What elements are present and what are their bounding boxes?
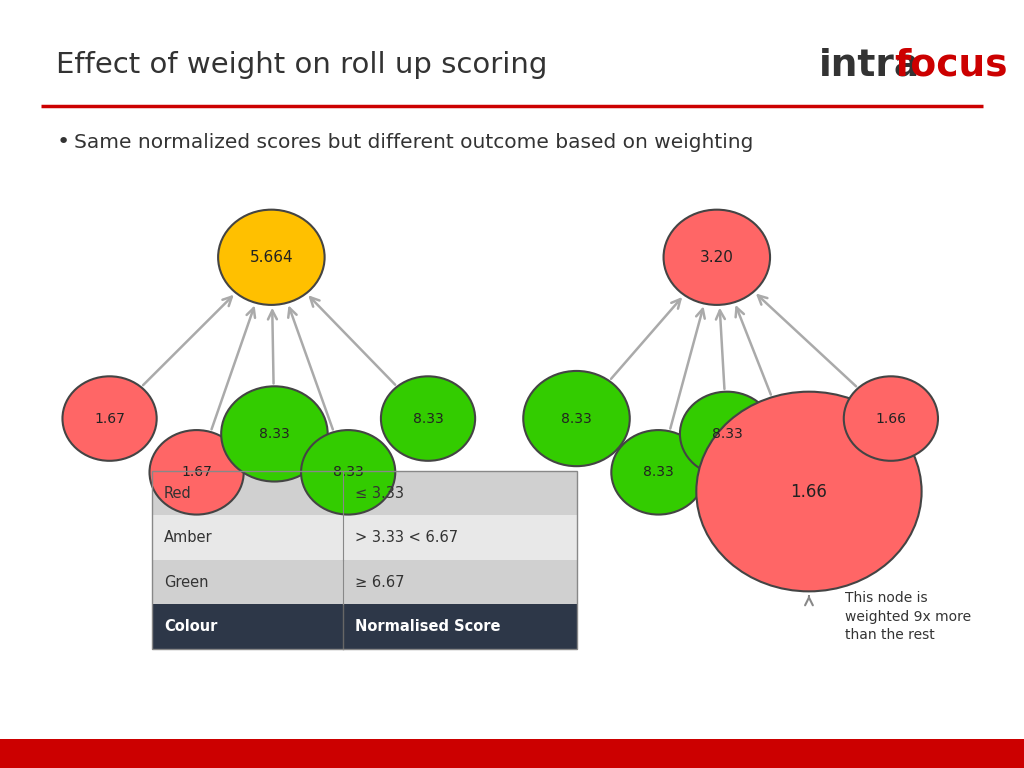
Text: Effect of weight on roll up scoring: Effect of weight on roll up scoring [56,51,548,79]
Text: 1.67: 1.67 [181,465,212,479]
Ellipse shape [664,210,770,305]
Ellipse shape [523,371,630,466]
Text: ≤ 3.33: ≤ 3.33 [355,485,404,501]
Text: ≥ 6.67: ≥ 6.67 [355,574,404,590]
FancyBboxPatch shape [152,560,577,604]
Text: 3.20: 3.20 [699,250,734,265]
Text: 1.66: 1.66 [876,412,906,425]
Ellipse shape [62,376,157,461]
Text: Amber: Amber [164,530,212,545]
Text: Colour: Colour [164,619,217,634]
Text: Green: Green [164,574,208,590]
Text: focus: focus [894,48,1008,83]
Ellipse shape [150,430,244,515]
Text: 8.33: 8.33 [333,465,364,479]
Text: •: • [56,132,70,152]
Text: Same normalized scores but different outcome based on weighting: Same normalized scores but different out… [74,133,753,151]
FancyBboxPatch shape [152,604,577,649]
Text: This node is
weighted 9x more
than the rest: This node is weighted 9x more than the r… [845,591,971,642]
Ellipse shape [696,392,922,591]
Text: 1.66: 1.66 [791,482,827,501]
Text: 8.33: 8.33 [413,412,443,425]
Ellipse shape [381,376,475,461]
Text: intra: intra [819,48,921,83]
FancyBboxPatch shape [152,471,577,515]
Ellipse shape [301,430,395,515]
Text: 8.33: 8.33 [712,427,742,441]
Text: 8.33: 8.33 [643,465,674,479]
Ellipse shape [611,430,706,515]
Ellipse shape [680,392,774,476]
Text: Normalised Score: Normalised Score [355,619,501,634]
Text: 8.33: 8.33 [561,412,592,425]
FancyBboxPatch shape [152,515,577,560]
Ellipse shape [218,210,325,305]
Text: 5.664: 5.664 [250,250,293,265]
Text: 8.33: 8.33 [259,427,290,441]
Text: Red: Red [164,485,191,501]
Ellipse shape [221,386,328,482]
Ellipse shape [844,376,938,461]
Text: 1.67: 1.67 [94,412,125,425]
FancyBboxPatch shape [0,739,1024,768]
Text: > 3.33 < 6.67: > 3.33 < 6.67 [355,530,458,545]
